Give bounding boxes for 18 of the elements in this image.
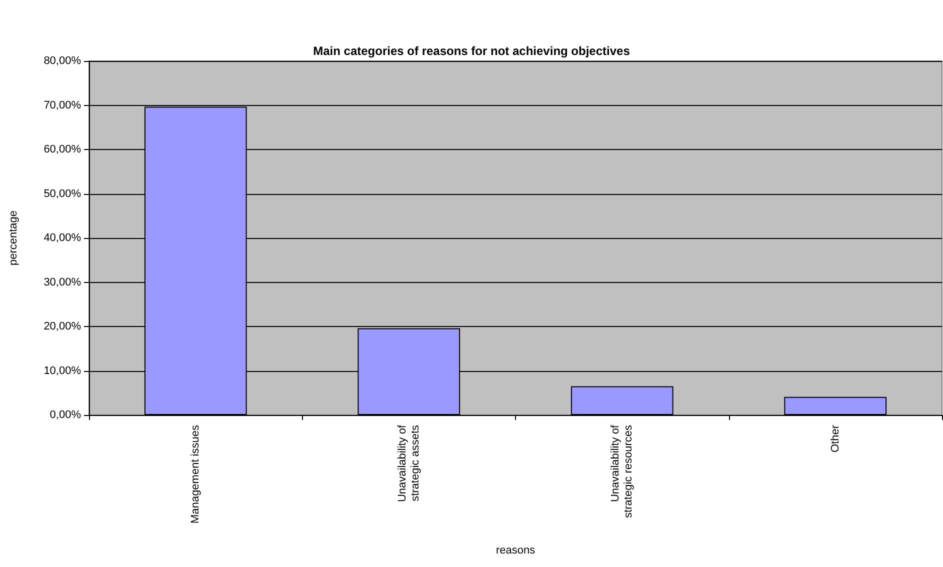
y-tick-label: 20,00% [44, 320, 82, 332]
x-tick-label: Other [829, 424, 842, 453]
y-axis-title: percentage [8, 210, 20, 266]
x-tick-label: Unavailability of strategic resources [610, 424, 635, 518]
y-tick-label: 80,00% [44, 55, 82, 67]
bar [570, 386, 674, 415]
x-tick-label: Management issues [190, 424, 202, 524]
chart-title: Main categories of reasons for not achieving objectives [313, 44, 630, 58]
y-tick-label: 70,00% [44, 99, 82, 112]
y-tick-label: 60,00% [44, 144, 82, 156]
y-tick-label: 0,00% [50, 409, 82, 421]
y-tick-label: 30,00% [44, 276, 82, 288]
y-tick-label: 10,00% [44, 364, 82, 377]
y-tick-label: 40,00% [44, 232, 82, 244]
x-axis-title: reasons [496, 544, 536, 556]
y-tick-label: 50,00% [44, 188, 82, 200]
bar [784, 396, 887, 415]
x-tick-label: Unavailability of strategic assets [396, 424, 422, 502]
